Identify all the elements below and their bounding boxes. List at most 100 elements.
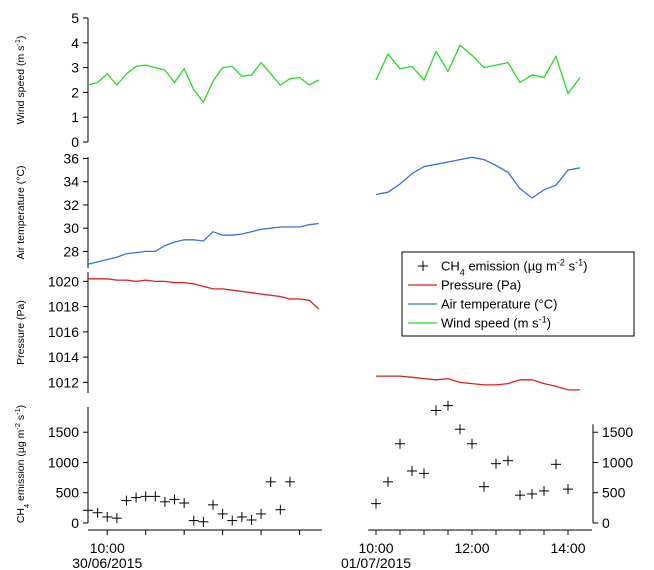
y-tick-label-ch4: 500 (56, 485, 80, 501)
ch4-point (503, 455, 513, 466)
x-tick-label: 12:00 (454, 540, 489, 556)
y-tick-label-ch4: 0 (71, 515, 79, 531)
legend: CH4 emission (µg m-2 s-1)Pressure (Pa)Ai… (401, 251, 635, 337)
legend-box (401, 251, 635, 337)
text-part: emission (µg m (15, 429, 27, 504)
x-date-label: 30/06/2015 (72, 555, 142, 570)
wind-line-2 (375, 44, 581, 95)
text-part: ) (15, 405, 27, 409)
text-part: s (15, 415, 27, 423)
y-tick-label-temperature: 36 (63, 150, 79, 166)
y-tick-label-temperature: 30 (63, 220, 79, 236)
y-tick-label-pressure: 1016 (48, 324, 79, 340)
ch4-point (92, 507, 103, 518)
y-tick-label-pressure: 1014 (48, 349, 79, 365)
y-tick-label-ch4: 1000 (48, 454, 79, 470)
text-part: ) (15, 36, 27, 40)
superscript: 4 (22, 504, 31, 508)
ch4-point (491, 458, 501, 469)
x-tick-label: 10:00 (90, 540, 125, 556)
ch4-point (140, 491, 151, 502)
ch4-point (383, 476, 393, 487)
ch4-point (169, 494, 180, 505)
ch4-point (159, 496, 170, 507)
y-axis-title-ch4: CH4 emission (µg m-2 s-1) (13, 405, 31, 523)
y-tick-label-wind: 4 (71, 35, 79, 51)
superscript: -1 (13, 408, 22, 415)
y-tick-label-wind: 3 (71, 60, 79, 76)
superscript: -2 (13, 423, 22, 430)
ch4-point (256, 508, 267, 519)
ch4-point (551, 459, 561, 470)
text-part: ) (547, 316, 551, 331)
ch4-point (102, 511, 113, 522)
superscript: -1 (13, 39, 22, 46)
ch4-point (265, 476, 276, 487)
ch4-point (419, 468, 429, 479)
y-axis-title-temperature: Air temperature (°C) (15, 165, 27, 259)
ch4-point (539, 485, 549, 496)
text-part: Wind speed (m s (15, 46, 27, 125)
ch4-point (121, 495, 132, 506)
ch4-point (188, 515, 199, 526)
ch4-point (443, 400, 453, 411)
text-part: Wind speed (m s (441, 316, 539, 331)
text-part: CH (15, 508, 27, 523)
ch4-point (563, 484, 573, 495)
superscript: 4 (460, 268, 465, 278)
y-tick-label-pressure: 1018 (48, 299, 79, 315)
ch4-point (515, 490, 525, 501)
text-part: CH (441, 259, 460, 274)
ch4-point (131, 492, 142, 503)
y-axis-title-pressure: Pressure (Pa) (15, 300, 27, 365)
x-date-label: 01/07/2015 (341, 555, 411, 570)
data-layer (83, 44, 581, 527)
x-tick-label: 14:00 (550, 540, 585, 556)
y-tick-label-wind: 2 (71, 84, 79, 100)
ch4-point (527, 488, 537, 499)
y-tick-label-wind: 0 (71, 134, 79, 150)
text-part: Pressure (Pa) (441, 278, 521, 293)
ch4-point (227, 515, 238, 526)
ch4-point (455, 424, 465, 435)
ch4-point (111, 513, 122, 524)
ch4-point (217, 508, 228, 519)
ch4-right-tick-label: 500 (602, 485, 626, 501)
y-tick-label-pressure: 1020 (48, 273, 79, 289)
text-part: emission (µg m (465, 259, 557, 274)
ch4-point (284, 476, 295, 487)
y-tick-label-temperature: 32 (63, 197, 79, 213)
ch4-point (395, 438, 405, 449)
temperature-line-2 (375, 156, 581, 199)
ch4-point (150, 491, 161, 502)
ch4-point (479, 481, 489, 492)
pressure-line-1 (88, 278, 320, 310)
ch4-right-tick-label: 0 (602, 515, 610, 531)
ch4-point (371, 498, 381, 509)
ch4-point (179, 498, 190, 509)
ch4-point (275, 504, 286, 515)
ch4-right-tick-label: 1500 (602, 424, 633, 440)
ch4-point (83, 505, 93, 516)
superscript: -2 (557, 258, 565, 268)
x-tick-label: 10:00 (358, 540, 393, 556)
legend-label: Pressure (Pa) (441, 278, 521, 293)
ch4-point (236, 511, 247, 522)
wind-line-1 (87, 61, 320, 104)
superscript: -1 (539, 315, 547, 325)
y-axis-title-wind: Wind speed (m s-1) (13, 36, 28, 125)
temperature-line-1 (87, 222, 319, 265)
text-part: Air temperature (°C) (441, 297, 557, 312)
y-tick-label-wind: 1 (71, 109, 79, 125)
y-tick-label-pressure: 1012 (48, 374, 79, 390)
y-tick-label-wind: 5 (71, 10, 79, 26)
y-tick-label-temperature: 34 (63, 174, 79, 190)
text-part: s (565, 259, 576, 274)
ch4-point (198, 516, 209, 527)
legend-label: Air temperature (°C) (441, 297, 557, 312)
legend-label: CH4 emission (µg m-2 s-1) (441, 258, 588, 278)
ch4-point (431, 405, 441, 416)
ch4-right-tick-label: 1000 (602, 454, 633, 470)
